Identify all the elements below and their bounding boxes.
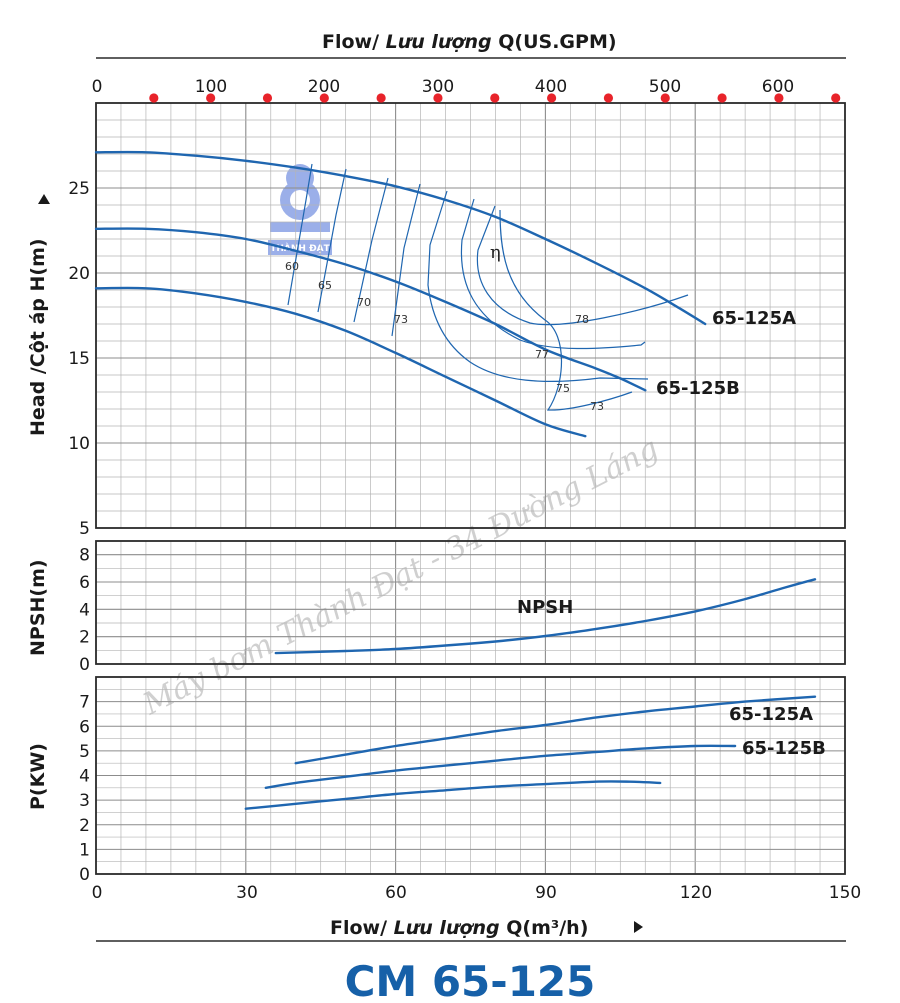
efficiency-curve [391, 183, 421, 337]
top-axis-ticks: 0 100 200 300 400 500 600 [92, 77, 795, 97]
y-tick-label: 6 [79, 573, 90, 593]
curve-label-65-125a: 65-125A [712, 308, 796, 329]
series-line-curve [244, 780, 662, 810]
y-tick-label: 7 [79, 693, 90, 713]
thanh-dat-logo: THÀNH ĐẠT [268, 164, 332, 255]
efficiency-label: 60 [285, 260, 299, 273]
bottom-tick: 150 [829, 883, 861, 903]
gpm-markers [149, 93, 841, 103]
head-axis-arrow-icon [38, 194, 50, 204]
efficiency-curves [287, 163, 689, 411]
efficiency-curve [460, 198, 646, 350]
efficiency-symbol: η [490, 242, 501, 263]
bottom-tick: 90 [535, 883, 557, 903]
y-tick-label: 3 [79, 791, 90, 811]
efficiency-label: 77 [535, 348, 549, 361]
y-tick-label: 2 [79, 816, 90, 836]
y-tick-label: 8 [79, 546, 90, 566]
bottom-tick: 120 [680, 883, 712, 903]
plot-frame [95, 540, 846, 665]
plot-frame [95, 102, 846, 529]
gpm-marker [717, 93, 727, 103]
series-line-curve [94, 286, 587, 438]
top-tick: 600 [762, 77, 794, 97]
top-tick: 100 [195, 77, 227, 97]
gpm-marker [206, 93, 216, 103]
curve-label-npsh: NPSH [517, 597, 573, 618]
top-tick: 300 [422, 77, 454, 97]
power-label-65-125a: 65-125A [729, 704, 813, 725]
efficiency-curve [499, 209, 633, 411]
y-tick-label: 4 [79, 600, 90, 620]
y-tick-label: 5 [79, 519, 90, 539]
series-line-npsh [274, 578, 817, 655]
series-line-65-125b [264, 744, 737, 789]
gpm-marker [603, 93, 614, 103]
series-line-65-125a [94, 150, 707, 326]
efficiency-label: 70 [357, 296, 371, 309]
top-tick: 0 [92, 77, 103, 97]
y-tick-label: 15 [68, 349, 90, 369]
y-tick-label: 5 [79, 742, 90, 762]
efficiency-curve [353, 177, 389, 323]
npsh-axis-title: NPSH(m) [27, 559, 49, 656]
top-tick: 400 [535, 77, 567, 97]
efficiency-label: 73 [590, 400, 604, 413]
bottom-tick: 0 [92, 883, 103, 903]
series-line-65-125b [94, 227, 647, 392]
curve-label-65-125b: 65-125B [656, 378, 740, 399]
gpm-marker [831, 93, 841, 103]
bottom-tick: 60 [385, 883, 407, 903]
y-tick-label: 0 [79, 865, 90, 885]
power-label-65-125b: 65-125B [742, 738, 826, 759]
bottom-axis-title: Flow/ Lưu lượng Q(m³/h) [330, 917, 588, 939]
y-tick-label: 2 [79, 628, 90, 648]
bottom-axis-ticks: 0 30 60 90 120 150 [92, 883, 862, 903]
y-tick-label: 20 [68, 264, 90, 284]
plot-frame [95, 676, 846, 875]
y-tick-label: 25 [68, 179, 90, 199]
gpm-marker [433, 93, 443, 103]
efficiency-curve [427, 190, 649, 383]
efficiency-curve [476, 205, 689, 326]
y-tick-label: 1 [79, 840, 90, 860]
bottom-tick: 30 [236, 883, 258, 903]
y-tick-label: 4 [79, 767, 90, 787]
watermark: Máy bơm Thành Đạt - 34 Đường Láng [137, 431, 664, 723]
bottom-axis-arrow-icon [634, 921, 643, 933]
gpm-marker [547, 93, 557, 103]
efficiency-curve [317, 168, 347, 313]
gpm-marker [490, 93, 500, 103]
y-tick-label: 0 [79, 655, 90, 675]
power-panel: 0 1 2 3 4 5 6 7 [79, 676, 846, 885]
npsh-panel: 0 2 4 6 8 [79, 540, 846, 675]
top-axis-title: Flow/ Lưu lượng Q(US.GPM) [322, 31, 617, 53]
model-title: CM 65-125 [345, 957, 596, 1003]
y-tick-label: 10 [68, 434, 90, 454]
gpm-marker [262, 93, 273, 103]
gpm-marker [774, 93, 784, 103]
gpm-marker [149, 93, 159, 103]
efficiency-label: 65 [318, 279, 332, 292]
power-axis-title: P(KW) [27, 743, 49, 810]
gpm-marker [660, 93, 670, 103]
top-tick: 500 [649, 77, 681, 97]
efficiency-label: 73 [394, 313, 408, 326]
gpm-marker [376, 93, 386, 103]
y-tick-label: 6 [79, 717, 90, 737]
top-tick: 200 [308, 77, 340, 97]
logo-text: THÀNH ĐẠT [270, 242, 330, 254]
head-axis-title: Head /Cột áp H(m) [27, 238, 49, 436]
efficiency-curve [287, 163, 313, 306]
series-line-65-125a [294, 695, 817, 765]
efficiency-label: 78 [575, 313, 589, 326]
efficiency-label: 75 [556, 382, 570, 395]
gpm-marker [319, 93, 329, 103]
head-panel: 5 10 15 20 25 [68, 102, 846, 539]
